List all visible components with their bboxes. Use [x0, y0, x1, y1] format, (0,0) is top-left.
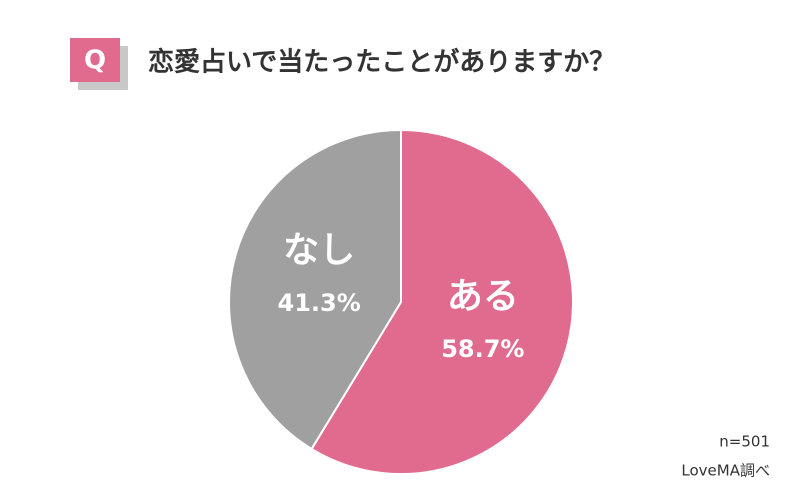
- slice-label: なし: [283, 230, 355, 271]
- slice-label: ある: [447, 276, 519, 317]
- chart-title: 恋愛占いで当たったことがありますか？: [148, 47, 615, 78]
- note: LoveMA調べ: [681, 462, 770, 480]
- pie-slice: [228, 128, 402, 451]
- badge-text: Q: [84, 46, 106, 76]
- slice-value-label: 41.3%: [278, 289, 361, 317]
- pie-slice: [310, 128, 574, 475]
- slice-value-label: 58.7%: [441, 335, 524, 363]
- badge: [70, 38, 120, 82]
- note: n=501: [719, 433, 770, 451]
